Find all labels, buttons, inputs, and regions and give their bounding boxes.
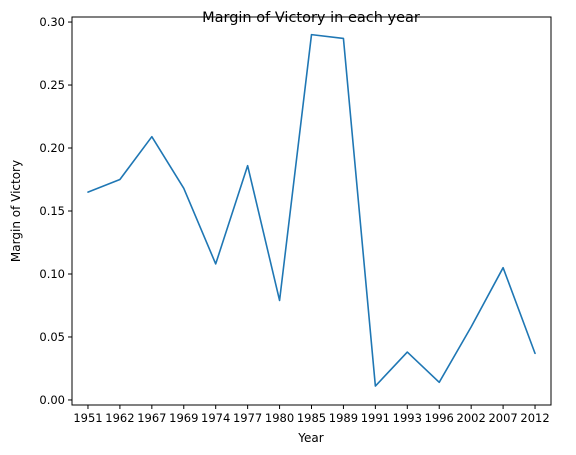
y-axis: 0.00 0.05 0.10 0.15 0.20 0.25 0.30: [39, 15, 72, 407]
x-tick-label: 1974: [201, 411, 230, 425]
series-layer: [87, 33, 536, 387]
x-tick-label: 1996: [425, 411, 454, 425]
y-tick-label: 0.30: [39, 15, 65, 29]
x-tick-label: 1985: [297, 411, 326, 425]
x-tick-label: 1980: [265, 411, 294, 425]
series-line-0: [87, 33, 536, 387]
x-axis-label: Year: [297, 431, 323, 445]
x-tick-label: 1962: [105, 411, 134, 425]
x-tick-label: 1991: [361, 411, 390, 425]
plot-frame: [71, 16, 552, 406]
x-tick-label: 1967: [137, 411, 166, 425]
x-tick-label: 1951: [73, 411, 102, 425]
x-tick-label: 2007: [488, 411, 517, 425]
x-tick-label: 1989: [329, 411, 358, 425]
y-tick-label: 0.10: [39, 267, 65, 281]
y-tick-label: 0.15: [39, 204, 65, 218]
y-axis-label: Margin of Victory: [9, 160, 23, 262]
y-tick-label: 0.25: [39, 78, 65, 92]
chart-title: Margin of Victory in each year: [202, 10, 420, 26]
x-tick-label: 2012: [520, 411, 549, 425]
y-tick-label: 0.20: [39, 141, 65, 155]
y-tick-label: 0.05: [39, 330, 65, 344]
y-tick-label: 0.00: [39, 393, 65, 407]
x-tick-label: 2002: [457, 411, 486, 425]
x-tick-label: 1977: [233, 411, 262, 425]
x-tick-label: 1969: [169, 411, 198, 425]
x-tick-label: 1993: [393, 411, 422, 425]
x-axis: 1951 1962 1967 1969 1974 1977 1980 1985 1989 1991…: [73, 405, 550, 425]
